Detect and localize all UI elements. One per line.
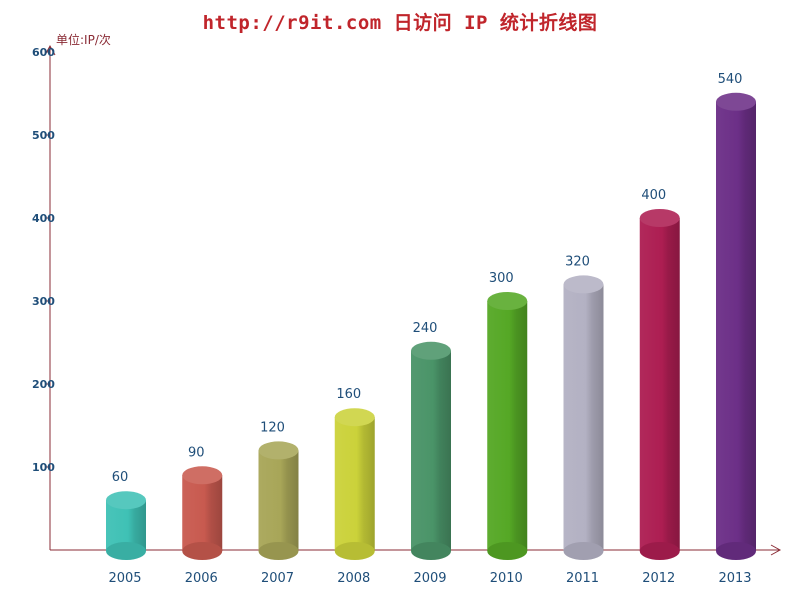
bar [182, 475, 223, 551]
data-label: 540 [718, 72, 743, 87]
bar-bottom-cap [334, 542, 375, 560]
bar-top-cap [487, 292, 528, 310]
data-label: 120 [260, 420, 285, 435]
bar-bottom-cap [411, 542, 451, 560]
x-tick-label: 2012 [642, 571, 675, 586]
bar [334, 417, 375, 551]
bar [639, 218, 680, 551]
x-tick-label: 2006 [185, 571, 218, 586]
bar [258, 450, 299, 551]
bar [716, 101, 756, 552]
chart-title: http://r9it.com 日访问 IP 统计折线图 [202, 12, 598, 34]
bar [563, 284, 604, 551]
data-label: 90 [188, 445, 205, 460]
bar-bottom-cap [182, 542, 223, 560]
data-label: 160 [336, 387, 361, 402]
y-tick-label: 300 [32, 295, 55, 308]
bar-top-cap [411, 341, 451, 360]
bar-top-cap [182, 466, 223, 485]
x-tick-label: 2009 [413, 571, 446, 586]
bar-bottom-cap [258, 542, 299, 560]
x-tick-label: 2007 [261, 571, 294, 586]
data-label: 320 [565, 254, 590, 269]
y-tick-label: 600 [32, 46, 55, 59]
x-tick-label: 2013 [718, 571, 751, 586]
bar-top-cap [334, 408, 375, 427]
data-label: 240 [413, 321, 438, 336]
x-tick-label: 2011 [566, 571, 599, 586]
y-tick-label: 500 [32, 129, 55, 142]
bar-top-cap [716, 92, 756, 111]
y-tick-label: 100 [32, 461, 55, 474]
bar-bottom-cap [106, 542, 146, 560]
bar-bottom-cap [639, 542, 680, 560]
bar-top-cap [639, 209, 680, 227]
bar-bottom-cap [487, 542, 528, 560]
y-tick-label: 400 [32, 212, 55, 225]
bar-top-cap [563, 275, 604, 294]
y-tick-label: 200 [32, 378, 55, 391]
data-label: 300 [489, 271, 514, 286]
bar-top-cap [106, 491, 146, 510]
bar [411, 350, 451, 551]
bar [487, 301, 528, 551]
y-axis-unit-label: 单位:IP/次 [56, 33, 111, 47]
x-tick-label: 2008 [337, 571, 370, 586]
data-label: 60 [112, 470, 129, 485]
x-tick-label: 2010 [490, 571, 523, 586]
bar-bottom-cap [716, 542, 756, 560]
bar-top-cap [258, 441, 299, 460]
x-tick-label: 2005 [108, 571, 141, 586]
bar-bottom-cap [563, 542, 604, 560]
x-axis-arrow-icon [770, 544, 782, 556]
data-label: 400 [641, 188, 666, 203]
